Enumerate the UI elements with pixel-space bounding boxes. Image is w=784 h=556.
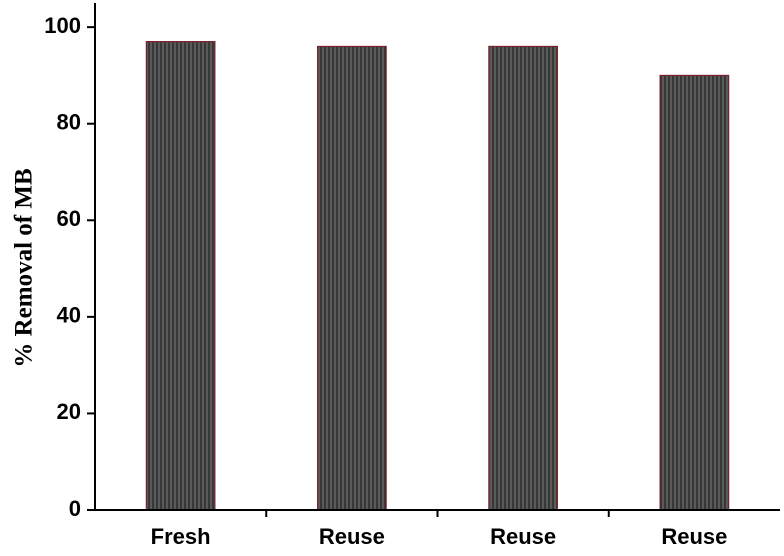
y-tick-label: 60	[57, 206, 81, 231]
y-tick-label: 80	[57, 110, 81, 135]
x-tick-label: Reuse	[490, 524, 556, 549]
x-tick-label: Reuse	[319, 524, 385, 549]
x-tick-label: Reuse	[661, 524, 727, 549]
y-axis-label: % Removal of MB	[11, 168, 38, 367]
bar	[488, 45, 558, 511]
y-tick-label: 20	[57, 399, 81, 424]
y-tick-label: 0	[69, 496, 81, 521]
y-tick-label: 100	[44, 13, 81, 38]
bar	[317, 45, 387, 511]
y-tick-label: 40	[57, 303, 81, 328]
x-tick-label: Fresh	[151, 524, 211, 549]
bar	[659, 74, 730, 511]
bar	[145, 41, 216, 511]
